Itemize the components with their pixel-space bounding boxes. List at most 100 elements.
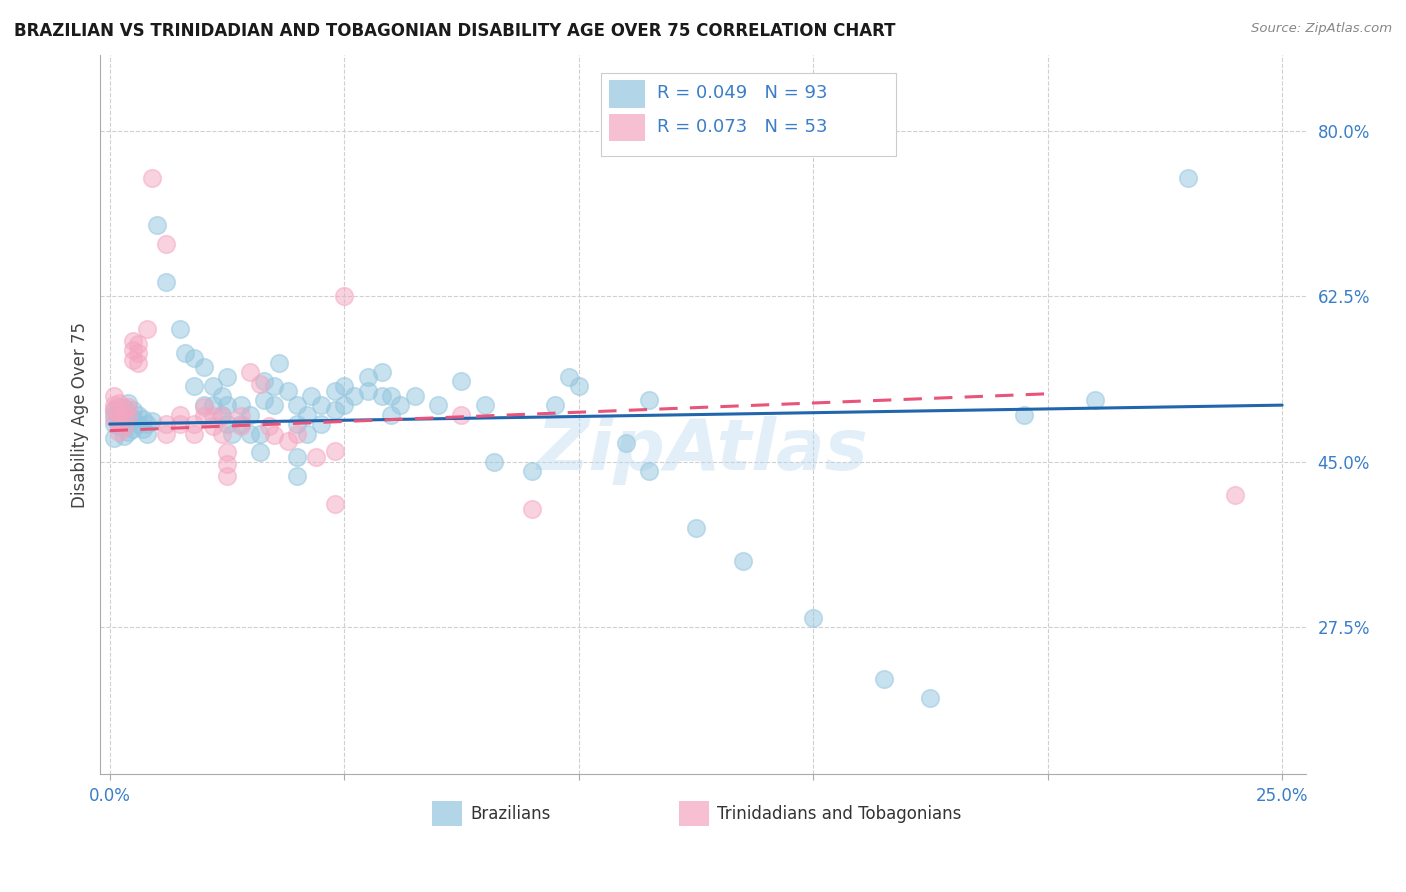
Point (638, 393, 661, 408)
Point (872, 673, 894, 687)
Point (229, 419, 252, 434)
Point (285, 398, 308, 412)
Point (183, 351, 205, 365)
Point (103, 408, 125, 422)
Point (108, 425, 131, 439)
Point (108, 419, 131, 434)
Point (356, 369, 378, 384)
Point (1177, 171, 1199, 186)
Point (108, 406, 131, 420)
Text: ZipAtlas: ZipAtlas (537, 416, 869, 485)
Point (323, 443, 346, 458)
Point (380, 389, 402, 403)
Point (285, 427, 308, 442)
Point (112, 401, 135, 415)
Point (342, 389, 364, 403)
Point (404, 389, 426, 403)
Point (614, 436, 637, 450)
Point (323, 384, 346, 398)
Point (215, 417, 238, 431)
Point (249, 426, 271, 441)
Point (183, 379, 205, 393)
Point (801, 611, 824, 625)
Point (169, 417, 191, 431)
Point (371, 389, 394, 403)
Point (169, 408, 191, 422)
Point (215, 398, 238, 412)
Point (295, 426, 318, 441)
Point (201, 419, 224, 434)
Point (229, 417, 252, 431)
Point (450, 408, 472, 422)
Point (333, 379, 356, 393)
Point (112, 401, 135, 415)
Point (333, 398, 356, 412)
Point (221, 426, 243, 441)
Point (215, 445, 238, 459)
Point (117, 425, 139, 439)
Point (323, 402, 346, 417)
Point (239, 408, 262, 422)
Point (1225, 488, 1247, 502)
Point (201, 379, 224, 393)
Point (108, 400, 131, 414)
Text: BRAZILIAN VS TRINIDADIAN AND TOBAGONIAN DISABILITY AGE OVER 75 CORRELATION CHART: BRAZILIAN VS TRINIDADIAN AND TOBAGONIAN … (14, 22, 896, 40)
Point (122, 352, 145, 367)
Point (103, 398, 125, 412)
Point (127, 417, 149, 431)
Point (122, 412, 145, 426)
Point (122, 402, 145, 417)
Point (131, 422, 153, 436)
Point (136, 322, 159, 336)
Point (169, 322, 191, 336)
Point (263, 398, 285, 412)
Point (122, 343, 145, 358)
Point (127, 355, 149, 369)
Point (122, 334, 145, 348)
Point (127, 408, 149, 422)
Point (920, 691, 942, 706)
Point (520, 502, 543, 516)
Text: Brazilians: Brazilians (471, 805, 551, 822)
Point (474, 398, 496, 412)
Point (239, 365, 262, 379)
Text: Trinidadians and Tobagonians: Trinidadians and Tobagonians (717, 805, 962, 822)
Point (183, 426, 205, 441)
Bar (679, 801, 709, 826)
Point (309, 398, 332, 412)
Point (356, 384, 378, 398)
Point (211, 408, 233, 422)
Point (131, 412, 153, 426)
Bar (609, 80, 645, 108)
Point (183, 417, 205, 431)
Bar (609, 114, 645, 142)
Point (103, 389, 125, 403)
Point (155, 426, 177, 441)
Point (427, 398, 450, 412)
Point (117, 406, 139, 420)
Point (285, 450, 308, 464)
Point (127, 336, 149, 351)
Point (305, 450, 328, 464)
Point (731, 554, 754, 568)
Point (108, 396, 131, 410)
Point (215, 469, 238, 483)
Point (211, 426, 233, 441)
Point (103, 431, 125, 445)
Point (638, 464, 661, 478)
Point (1012, 408, 1035, 422)
Point (309, 417, 332, 431)
Point (450, 375, 472, 389)
Point (685, 521, 707, 535)
Point (263, 428, 285, 442)
Point (263, 379, 285, 393)
Point (112, 420, 135, 434)
Point (193, 400, 215, 414)
Point (249, 445, 271, 459)
Point (544, 398, 567, 412)
Point (136, 417, 159, 431)
Point (117, 409, 139, 424)
Point (145, 219, 167, 233)
Point (108, 415, 131, 429)
Point (112, 429, 135, 443)
